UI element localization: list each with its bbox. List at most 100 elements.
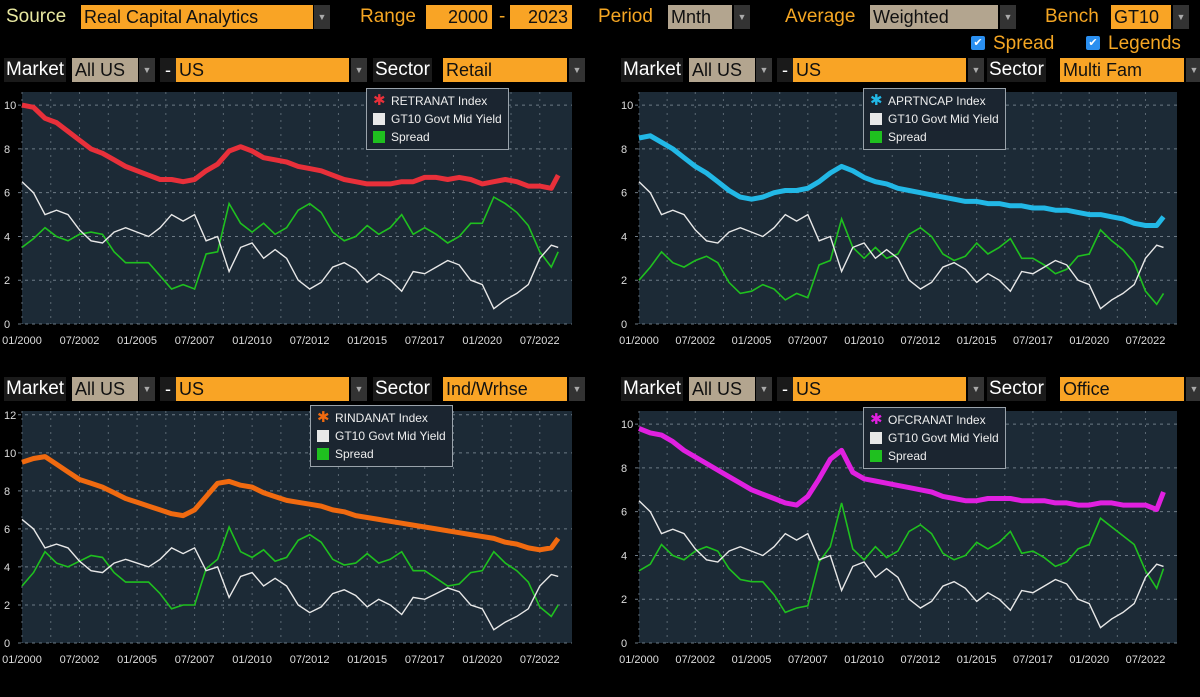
spread-checkbox[interactable]: ✔	[971, 36, 985, 50]
market-select[interactable]: All US	[689, 377, 755, 401]
y-tick-label: 2	[4, 600, 10, 612]
x-tick-label: 07/2007	[788, 654, 828, 666]
sector-dropdown-icon[interactable]: ▼	[569, 377, 585, 401]
legend-item: ✱ RINDANAT Index	[317, 409, 446, 427]
sector-select[interactable]: Office	[1060, 377, 1184, 401]
x-tick-label: 07/2022	[520, 335, 560, 347]
y-tick-label: 0	[621, 319, 627, 331]
x-tick-label: 01/2010	[844, 654, 884, 666]
legend-swatch-icon	[870, 113, 882, 125]
region-dropdown-icon[interactable]: ▼	[351, 377, 367, 401]
region-dropdown-icon[interactable]: ▼	[968, 377, 984, 401]
period-dropdown-icon[interactable]: ▼	[734, 5, 750, 29]
region-select[interactable]: US	[793, 377, 966, 401]
cap-rate-line	[21, 102, 561, 191]
legend-swatch-icon	[870, 432, 882, 444]
legend-swatch-icon	[317, 430, 329, 442]
legend-label: GT10 Govt Mid Yield	[888, 431, 999, 445]
legend-label: Spread	[888, 130, 927, 144]
market-dropdown-icon[interactable]: ▼	[139, 377, 155, 401]
x-tick-label: 07/2022	[1126, 335, 1166, 347]
range-to-input[interactable]: 2023	[510, 5, 572, 29]
range-label: Range	[360, 6, 416, 27]
period-select[interactable]: Mnth	[668, 5, 732, 29]
market-dropdown-icon[interactable]: ▼	[756, 58, 772, 82]
y-tick-label: 10	[4, 100, 16, 112]
market-label: Market	[621, 58, 684, 82]
y-tick-label: 6	[4, 188, 10, 200]
legend-label: GT10 Govt Mid Yield	[335, 429, 446, 443]
legend-label: RINDANAT Index	[335, 411, 428, 425]
source-label: Source	[6, 6, 67, 27]
period-label: Period	[598, 6, 653, 27]
market-dropdown-icon[interactable]: ▼	[139, 58, 155, 82]
market-select[interactable]: All US	[72, 377, 138, 401]
x-tick-label: 01/2020	[1069, 654, 1109, 666]
region-select[interactable]: US	[176, 377, 349, 401]
x-tick-label: 07/2012	[900, 654, 940, 666]
chart-legend: ✱ RETRANAT Index GT10 Govt Mid Yield Spread	[366, 88, 509, 150]
source-select[interactable]: Real Capital Analytics	[81, 5, 313, 29]
average-select[interactable]: Weighted	[870, 5, 998, 29]
region-dropdown-icon[interactable]: ▼	[968, 58, 984, 82]
sector-select[interactable]: Multi Fam	[1060, 58, 1184, 82]
x-tick-label: 01/2005	[732, 654, 772, 666]
sector-label: Sector	[987, 377, 1046, 401]
range-from-input[interactable]: 2000	[426, 5, 492, 29]
y-tick-label: 6	[621, 188, 627, 200]
sector-select[interactable]: Ind/Wrhse	[443, 377, 567, 401]
y-tick-label: 4	[621, 550, 627, 562]
x-tick-label: 07/2012	[900, 335, 940, 347]
x-tick-label: 07/2002	[675, 654, 715, 666]
y-tick-label: 6	[4, 524, 10, 536]
legend-swatch-icon	[317, 448, 329, 460]
y-tick-label: 8	[621, 463, 627, 475]
bench-select[interactable]: GT10	[1111, 5, 1171, 29]
x-tick-label: 01/2015	[957, 335, 997, 347]
y-tick-label: 2	[621, 275, 627, 287]
market-dropdown-icon[interactable]: ▼	[756, 377, 772, 401]
region-select[interactable]: US	[176, 58, 349, 82]
legend-label: APRTNCAP Index	[888, 94, 986, 108]
legend-label: GT10 Govt Mid Yield	[391, 112, 502, 126]
x-tick-label: 01/2005	[117, 654, 157, 666]
cap-rate-line	[21, 454, 561, 553]
range-separator: -	[499, 6, 506, 27]
sector-select[interactable]: Retail	[443, 58, 567, 82]
bench-dropdown-icon[interactable]: ▼	[1173, 5, 1189, 29]
region-dropdown-icon[interactable]: ▼	[351, 58, 367, 82]
chart-legend: ✱ APRTNCAP Index GT10 Govt Mid Yield Spread	[863, 88, 1006, 150]
x-tick-label: 01/2010	[232, 335, 272, 347]
region-select[interactable]: US	[793, 58, 966, 82]
x-tick-label: 01/2020	[462, 654, 502, 666]
spread-line	[21, 524, 559, 618]
market-select[interactable]: All US	[72, 58, 138, 82]
average-dropdown-icon[interactable]: ▼	[1000, 5, 1016, 29]
legend-item: Spread	[870, 128, 999, 146]
y-tick-label: 0	[621, 638, 627, 650]
chart-legend: ✱ OFCRANAT Index GT10 Govt Mid Yield Spread	[863, 407, 1006, 469]
source-dropdown-icon[interactable]: ▼	[314, 5, 330, 29]
legend-label: Spread	[391, 130, 430, 144]
legends-label: Legends	[1108, 33, 1181, 54]
sector-dropdown-icon[interactable]: ▼	[569, 58, 585, 82]
x-tick-label: 07/2017	[1013, 335, 1053, 347]
legend-label: OFCRANAT Index	[888, 413, 986, 427]
x-tick-label: 07/2007	[788, 335, 828, 347]
gt10-yield-line	[21, 518, 559, 631]
legends-checkbox[interactable]: ✔	[1086, 36, 1100, 50]
sector-dropdown-icon[interactable]: ▼	[1186, 377, 1200, 401]
x-tick-label: 07/2002	[675, 335, 715, 347]
legend-item: GT10 Govt Mid Yield	[870, 110, 999, 128]
plot-area	[22, 411, 572, 643]
legend-swatch-icon	[870, 450, 882, 462]
cap-rate-line	[638, 133, 1166, 228]
sector-dropdown-icon[interactable]: ▼	[1186, 58, 1200, 82]
region-separator: -	[777, 377, 793, 401]
market-select[interactable]: All US	[689, 58, 755, 82]
market-label: Market	[621, 377, 684, 401]
y-tick-label: 12	[4, 410, 16, 422]
market-label: Market	[4, 58, 67, 82]
legend-item: Spread	[870, 447, 999, 465]
y-tick-label: 2	[4, 275, 10, 287]
